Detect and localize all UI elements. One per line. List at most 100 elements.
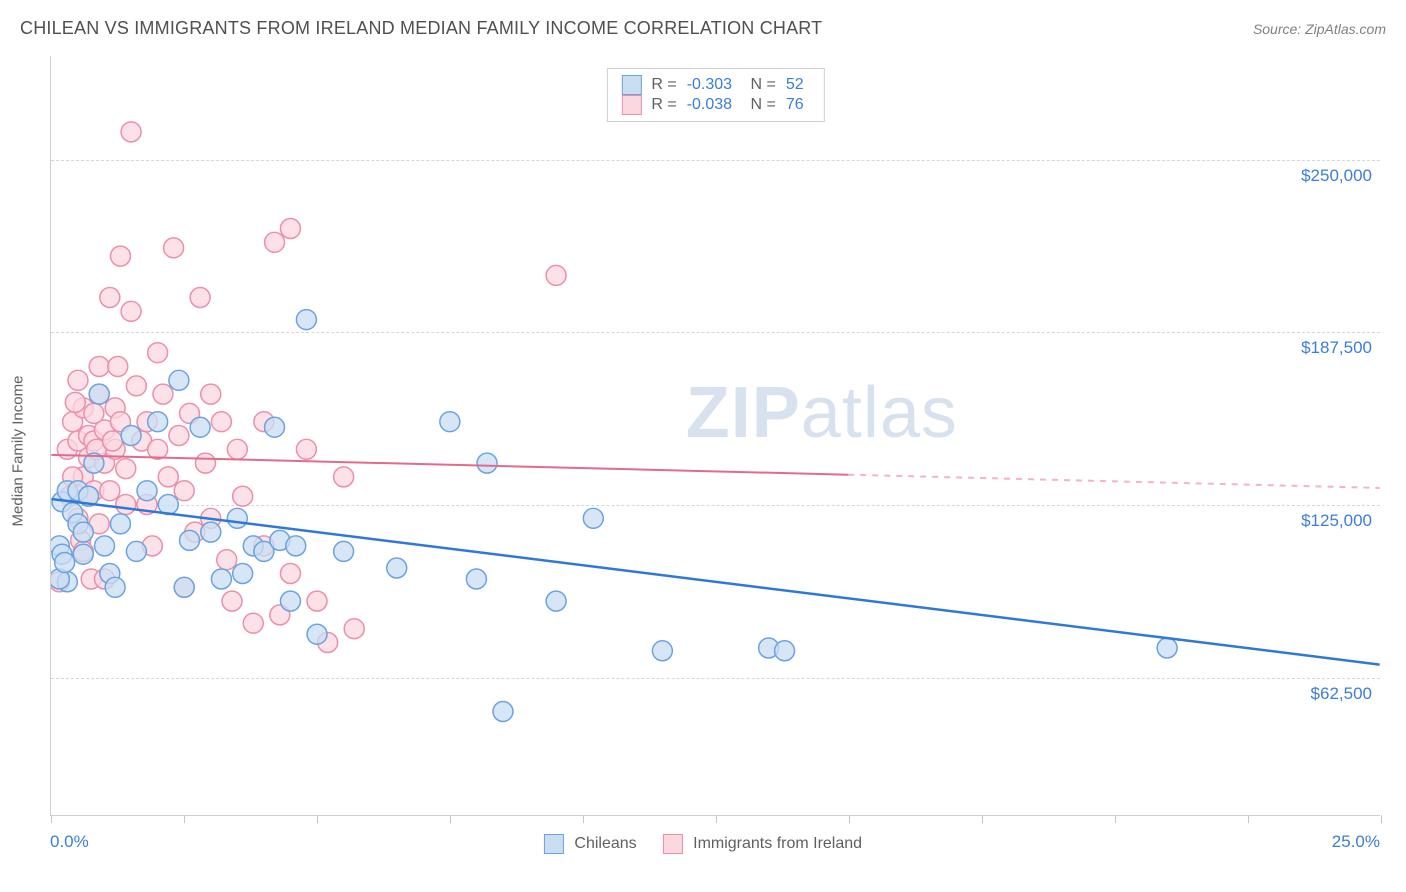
data-point-ireland [296, 439, 316, 459]
data-point-ireland [233, 486, 253, 506]
data-point-ireland [148, 343, 168, 363]
data-point-chileans [546, 591, 566, 611]
data-point-ireland [227, 439, 247, 459]
data-point-chileans [148, 412, 168, 432]
r-label: R = [651, 76, 676, 94]
data-point-ireland [65, 392, 85, 412]
data-point-chileans [334, 541, 354, 561]
chart-wrap: Median Family Income ZIPatlas R = -0.303… [0, 46, 1406, 856]
header: CHILEAN VS IMMIGRANTS FROM IRELAND MEDIA… [0, 0, 1406, 45]
correlation-legend: R = -0.303 N = 52 R = -0.038 N = 76 [606, 68, 824, 122]
data-point-chileans [105, 577, 125, 597]
data-point-chileans [73, 544, 93, 564]
data-point-chileans [95, 536, 115, 556]
data-point-chileans [174, 577, 194, 597]
data-point-chileans [169, 370, 189, 390]
data-point-ireland [211, 412, 231, 432]
data-point-ireland [121, 301, 141, 321]
data-point-chileans [137, 481, 157, 501]
data-point-chileans [286, 536, 306, 556]
x-tick [583, 815, 584, 823]
data-point-chileans [73, 522, 93, 542]
x-axis-min-label: 0.0% [50, 832, 89, 852]
data-point-ireland [108, 357, 128, 377]
legend-item-chileans: Chileans [544, 834, 637, 854]
data-point-chileans [280, 591, 300, 611]
data-point-ireland [116, 495, 136, 515]
swatch-ireland-icon [663, 834, 683, 854]
data-point-ireland [148, 439, 168, 459]
legend-label-ireland: Immigrants from Ireland [693, 835, 862, 852]
x-tick [716, 815, 717, 823]
n-label: N = [751, 76, 776, 94]
x-tick [849, 815, 850, 823]
x-tick [450, 815, 451, 823]
chart-title: CHILEAN VS IMMIGRANTS FROM IRELAND MEDIA… [20, 18, 822, 39]
data-point-ireland [243, 613, 263, 633]
data-point-chileans [190, 417, 210, 437]
data-point-ireland [116, 459, 136, 479]
data-point-ireland [89, 357, 109, 377]
legend-row-chileans: R = -0.303 N = 52 [621, 75, 809, 95]
data-point-chileans [126, 541, 146, 561]
data-point-chileans [233, 564, 253, 584]
data-point-chileans [180, 530, 200, 550]
data-point-ireland [158, 467, 178, 487]
data-point-ireland [280, 564, 300, 584]
legend-label-chileans: Chileans [574, 835, 636, 852]
n-value-chileans: 52 [780, 76, 810, 94]
data-point-ireland [222, 591, 242, 611]
data-point-ireland [190, 288, 210, 308]
r-label: R = [651, 96, 676, 114]
x-axis-max-label: 25.0% [1332, 832, 1380, 852]
x-tick [982, 815, 983, 823]
data-point-ireland [84, 403, 104, 423]
data-point-ireland [169, 426, 189, 446]
x-tick [1115, 815, 1116, 823]
regression-line-chileans [51, 499, 1379, 665]
data-point-chileans [110, 514, 130, 534]
swatch-chileans-icon [544, 834, 564, 854]
plot-svg [51, 56, 1380, 815]
data-point-ireland [126, 376, 146, 396]
data-point-ireland [201, 384, 221, 404]
data-point-ireland [110, 246, 130, 266]
data-point-ireland [265, 232, 285, 252]
data-point-chileans [440, 412, 460, 432]
data-point-ireland [217, 550, 237, 570]
data-point-ireland [121, 122, 141, 142]
data-point-ireland [174, 481, 194, 501]
data-point-chileans [265, 417, 285, 437]
x-tick [184, 815, 185, 823]
data-point-chileans [55, 552, 75, 572]
data-point-ireland [68, 370, 88, 390]
data-point-ireland [100, 481, 120, 501]
data-point-chileans [775, 641, 795, 661]
plot-area: ZIPatlas R = -0.303 N = 52 R = -0.038 N [50, 56, 1380, 816]
data-point-chileans [296, 310, 316, 330]
series-legend: Chileans Immigrants from Ireland [544, 834, 862, 854]
chart-container: CHILEAN VS IMMIGRANTS FROM IRELAND MEDIA… [0, 0, 1406, 892]
data-point-ireland [546, 265, 566, 285]
x-tick [317, 815, 318, 823]
data-point-chileans [307, 624, 327, 644]
x-tick [1248, 815, 1249, 823]
data-point-chileans [227, 508, 247, 528]
data-point-ireland [195, 453, 215, 473]
x-tick [51, 815, 52, 823]
data-point-ireland [100, 288, 120, 308]
data-point-ireland [334, 467, 354, 487]
data-point-ireland [344, 619, 364, 639]
data-point-ireland [280, 219, 300, 239]
data-point-chileans [652, 641, 672, 661]
y-axis-title: Median Family Income [10, 376, 27, 527]
data-point-chileans [1157, 638, 1177, 658]
data-point-ireland [164, 238, 184, 258]
data-point-chileans [201, 522, 221, 542]
legend-item-ireland: Immigrants from Ireland [663, 834, 862, 854]
n-value-ireland: 76 [780, 96, 810, 114]
swatch-chileans [621, 75, 641, 95]
n-label: N = [751, 96, 776, 114]
data-point-chileans [121, 426, 141, 446]
data-point-chileans [89, 384, 109, 404]
